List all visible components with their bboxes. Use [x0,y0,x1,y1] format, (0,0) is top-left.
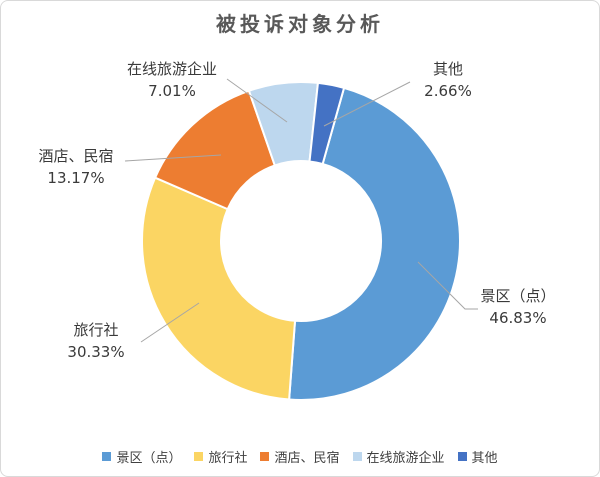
legend-label: 景区（点） [116,451,182,466]
legend-item-travel-agency[interactable]: 旅行社 [194,447,247,466]
legend-item-scenic-area[interactable]: 景区（点） [102,447,181,466]
data-label-category: 旅行社 [73,321,119,339]
data-label-online-travel: 在线旅游企业 7.01% [127,58,217,102]
leader-line-travel-agency [140,302,200,343]
data-label-percent: 7.01% [148,82,196,100]
data-label-percent: 46.83% [489,309,547,327]
data-label-percent: 13.17% [47,169,105,187]
legend-swatch-icon [457,452,467,461]
data-label-other: 其他 2.66% [424,58,472,102]
leader-line-hotel [124,154,222,162]
data-label-category: 其他 [432,60,463,78]
legend-label: 旅行社 [208,451,248,466]
data-label-percent: 30.33% [67,343,125,361]
data-label-category: 景区（点） [480,287,556,305]
data-label-scenic-area: 景区（点） 46.83% [480,285,555,329]
legend-item-online-travel[interactable]: 在线旅游企业 [352,447,445,466]
legend-swatch-icon [102,452,112,461]
donut-segment-travel-agency[interactable] [141,176,297,401]
leader-line-other [323,81,411,127]
leader-line-scenic-area [417,261,478,310]
donut-segment-scenic-area[interactable] [288,86,461,401]
data-label-category: 在线旅游企业 [126,60,218,78]
legend-label: 其他 [471,451,498,466]
legend: 景区（点） 旅行社 酒店、民宿 在线旅游企业 其他 [1,447,599,466]
chart-title: 被投诉对象分析 [216,12,384,36]
legend-label: 酒店、民宿 [274,451,340,466]
leader-line-online-travel [226,78,288,123]
legend-swatch-icon [352,452,362,461]
legend-swatch-icon [194,452,204,461]
data-label-category: 酒店、民宿 [38,147,114,165]
legend-swatch-icon [260,452,270,461]
data-label-travel-agency: 旅行社 30.33% [67,319,124,363]
legend-item-hotel[interactable]: 酒店、民宿 [260,447,340,466]
legend-item-other[interactable]: 其他 [457,447,498,466]
data-label-percent: 2.66% [424,82,472,100]
data-label-hotel: 酒店、民宿 13.17% [38,145,113,189]
legend-label: 在线旅游企业 [366,451,445,466]
donut-segment-other[interactable] [308,81,346,165]
